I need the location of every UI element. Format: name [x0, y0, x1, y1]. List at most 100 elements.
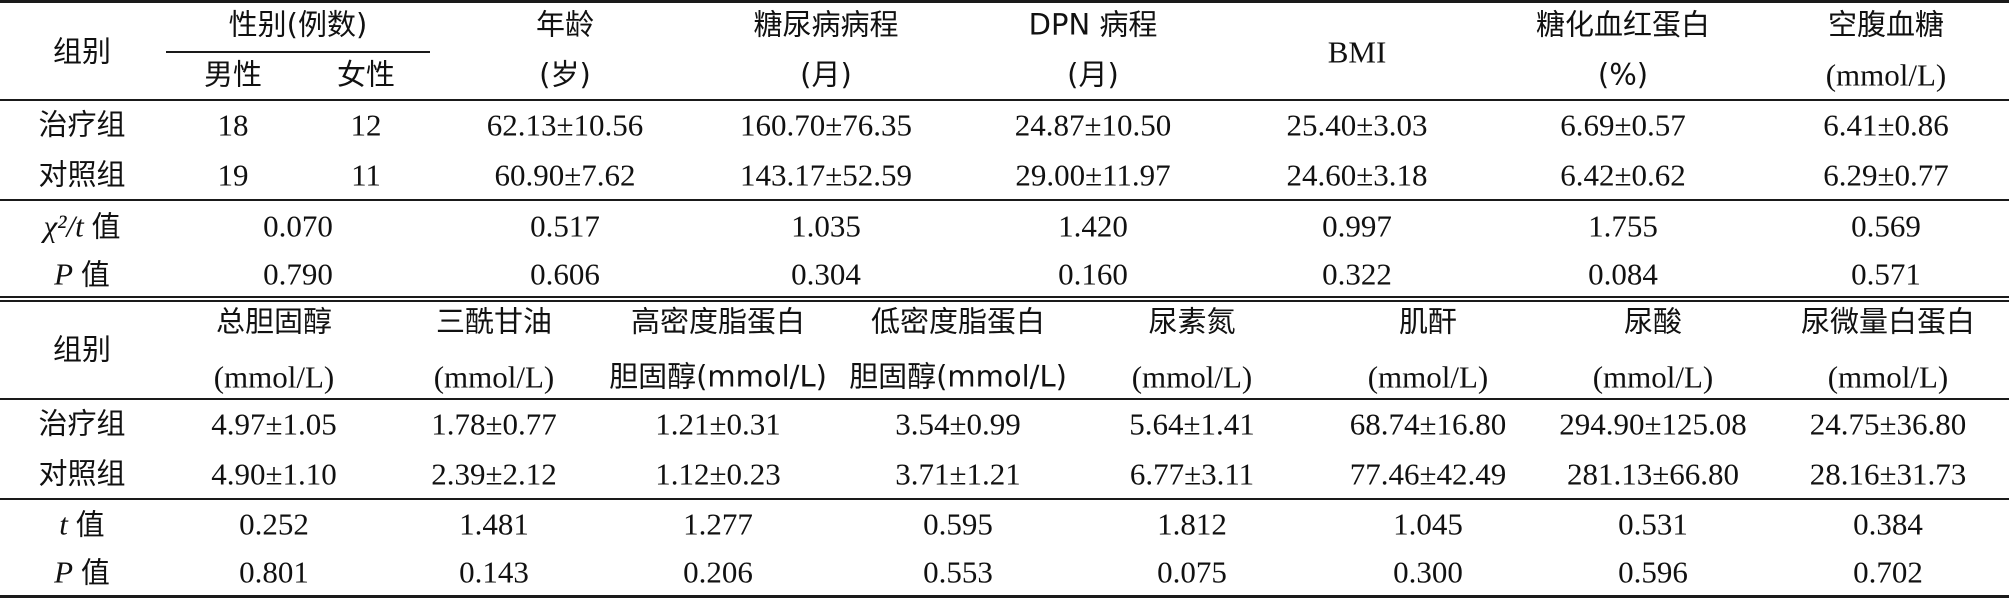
- table2-row1-tg: 1.78±0.77: [431, 406, 557, 442]
- table1-stat1-hba1c: 1.755: [1588, 208, 1658, 244]
- table2-stat1-ldl: 0.595: [923, 506, 993, 542]
- value-suffix: 值: [80, 257, 110, 292]
- table1-top-rule: [0, 0, 2009, 3]
- table1-row2-dpn: 29.00±11.97: [1015, 157, 1171, 193]
- table1-stat2-fbg: 0.571: [1851, 256, 1921, 292]
- table2-stat2-malb: 0.702: [1853, 554, 1923, 590]
- diabetes-duration-unit: (月): [800, 57, 852, 92]
- cr-unit: (mmol/L): [1367, 359, 1489, 395]
- table1-row1-male: 18: [217, 107, 249, 143]
- table1-row2-diabetes: 143.17±52.59: [739, 157, 913, 193]
- table2-row2-hdl: 1.12±0.23: [655, 456, 781, 492]
- table1-row1-fbg: 6.41±0.86: [1823, 107, 1949, 143]
- ldl-header: 低密度脂蛋白: [870, 304, 1046, 339]
- table1-stat-rule: [0, 199, 2009, 201]
- hdl-unit: 胆固醇(mmol/L): [609, 359, 827, 394]
- table2-row1-malb: 24.75±36.80: [1809, 406, 1967, 442]
- table1-header-rule: [0, 99, 2009, 101]
- female-header: 女性: [336, 57, 396, 92]
- table2-stat2-cr: 0.300: [1393, 554, 1463, 590]
- table2-stat2-tg: 0.143: [459, 554, 529, 590]
- table1-stat1-label: χ²/t 值: [44, 211, 121, 242]
- table1-row1-hba1c: 6.69±0.57: [1560, 107, 1686, 143]
- table2-row2-ldl: 3.71±1.21: [895, 456, 1021, 492]
- table1-row2-age: 60.90±7.62: [494, 157, 636, 193]
- value-suffix: 值: [80, 555, 110, 590]
- table2-row1-ua: 294.90±125.08: [1559, 406, 1747, 442]
- ua-header: 尿酸: [1623, 304, 1683, 339]
- hdl-header: 高密度脂蛋白: [630, 304, 806, 339]
- tc-header: 总胆固醇: [215, 304, 333, 339]
- table1-stat1-fbg: 0.569: [1851, 208, 1921, 244]
- table1-stat2-label: P 值: [54, 259, 110, 290]
- table2-stat1-tg: 1.481: [459, 506, 529, 542]
- table2-stat1-tc: 0.252: [239, 506, 309, 542]
- table2-stat1-cr: 1.045: [1393, 506, 1463, 542]
- dpn-duration-unit: (月): [1067, 57, 1119, 92]
- bmi-header: BMI: [1327, 34, 1387, 70]
- p-symbol: P: [54, 554, 74, 590]
- table1-stat2-dpn: 0.160: [1058, 256, 1128, 292]
- table2-stat2-tc: 0.801: [239, 554, 309, 590]
- table2-row1-label: 治疗组: [38, 406, 126, 441]
- table2-stat1-label: t 值: [59, 509, 104, 540]
- table2-row2-label: 对照组: [38, 456, 126, 491]
- table1-row1-female: 12: [350, 107, 382, 143]
- fbg-header: 空腹血糖: [1827, 7, 1945, 42]
- cr-header: 肌酐: [1398, 304, 1458, 339]
- fbg-unit: (mmol/L): [1825, 57, 1947, 93]
- table2-stat2-label: P 值: [54, 557, 110, 588]
- age-unit: (岁): [539, 57, 591, 92]
- t-symbol: t: [59, 506, 68, 542]
- sex-header-underline: [166, 51, 430, 53]
- table2-bottom-rule: [0, 595, 2009, 598]
- table1-stat1-bmi: 0.997: [1322, 208, 1392, 244]
- table1-row1-age: 62.13±10.56: [486, 107, 644, 143]
- ua-unit: (mmol/L): [1592, 359, 1714, 395]
- age-header: 年龄: [535, 7, 595, 42]
- table1-row2-fbg: 6.29±0.77: [1823, 157, 1949, 193]
- chi-t-symbol: χ²/t: [43, 208, 84, 244]
- malb-unit: (mmol/L): [1827, 359, 1949, 395]
- group-header: 组别: [52, 34, 112, 69]
- table1-row2-hba1c: 6.42±0.62: [1560, 157, 1686, 193]
- table1-row2-bmi: 24.60±3.18: [1286, 157, 1428, 193]
- bun-header: 尿素氮: [1148, 304, 1236, 339]
- table1-row1-bmi: 25.40±3.03: [1286, 107, 1428, 143]
- table2-row1-hdl: 1.21±0.31: [655, 406, 781, 442]
- ldl-unit: 胆固醇(mmol/L): [849, 359, 1067, 394]
- value-suffix: 值: [91, 209, 121, 244]
- sex-header: 性别(例数): [228, 7, 368, 42]
- table2-row1-bun: 5.64±1.41: [1129, 406, 1255, 442]
- dpn-duration-header: DPN 病程: [1028, 7, 1158, 42]
- table2-row2-bun: 6.77±3.11: [1129, 456, 1255, 492]
- table2-stat1-bun: 1.812: [1157, 506, 1227, 542]
- tg-unit: (mmol/L): [433, 359, 555, 395]
- male-header: 男性: [203, 57, 263, 92]
- diabetes-duration-header: 糖尿病病程: [753, 7, 899, 42]
- table1-row2-label: 对照组: [38, 157, 126, 192]
- table1-row2-female: 11: [351, 157, 381, 193]
- table1-stat2-diabetes: 0.304: [791, 256, 861, 292]
- table2-stat1-malb: 0.384: [1853, 506, 1923, 542]
- table2-row1-cr: 68.74±16.80: [1349, 406, 1507, 442]
- table2-stat2-ldl: 0.553: [923, 554, 993, 590]
- table2-stat2-bun: 0.075: [1157, 554, 1227, 590]
- table1-stat2-hba1c: 0.084: [1588, 256, 1658, 292]
- table2-row2-malb: 28.16±31.73: [1809, 456, 1967, 492]
- table2-row2-tg: 2.39±2.12: [431, 456, 557, 492]
- table1-row2-male: 19: [217, 157, 249, 193]
- table-separator-rule-1: [0, 296, 2009, 298]
- tc-unit: (mmol/L): [213, 359, 335, 395]
- table2-stat2-hdl: 0.206: [683, 554, 753, 590]
- table1-stat2-sex: 0.790: [263, 256, 333, 292]
- table2-row2-cr: 77.46±42.49: [1349, 456, 1507, 492]
- table2-row2-tc: 4.90±1.10: [211, 456, 337, 492]
- table1-row1-diabetes: 160.70±76.35: [739, 107, 913, 143]
- table1-stat2-bmi: 0.322: [1322, 256, 1392, 292]
- malb-header: 尿微量白蛋白: [1800, 304, 1976, 339]
- table1-stat2-age: 0.606: [530, 256, 600, 292]
- table-separator-rule-2: [0, 300, 2009, 302]
- table2-stat-rule: [0, 498, 2009, 500]
- p-symbol: P: [54, 256, 74, 292]
